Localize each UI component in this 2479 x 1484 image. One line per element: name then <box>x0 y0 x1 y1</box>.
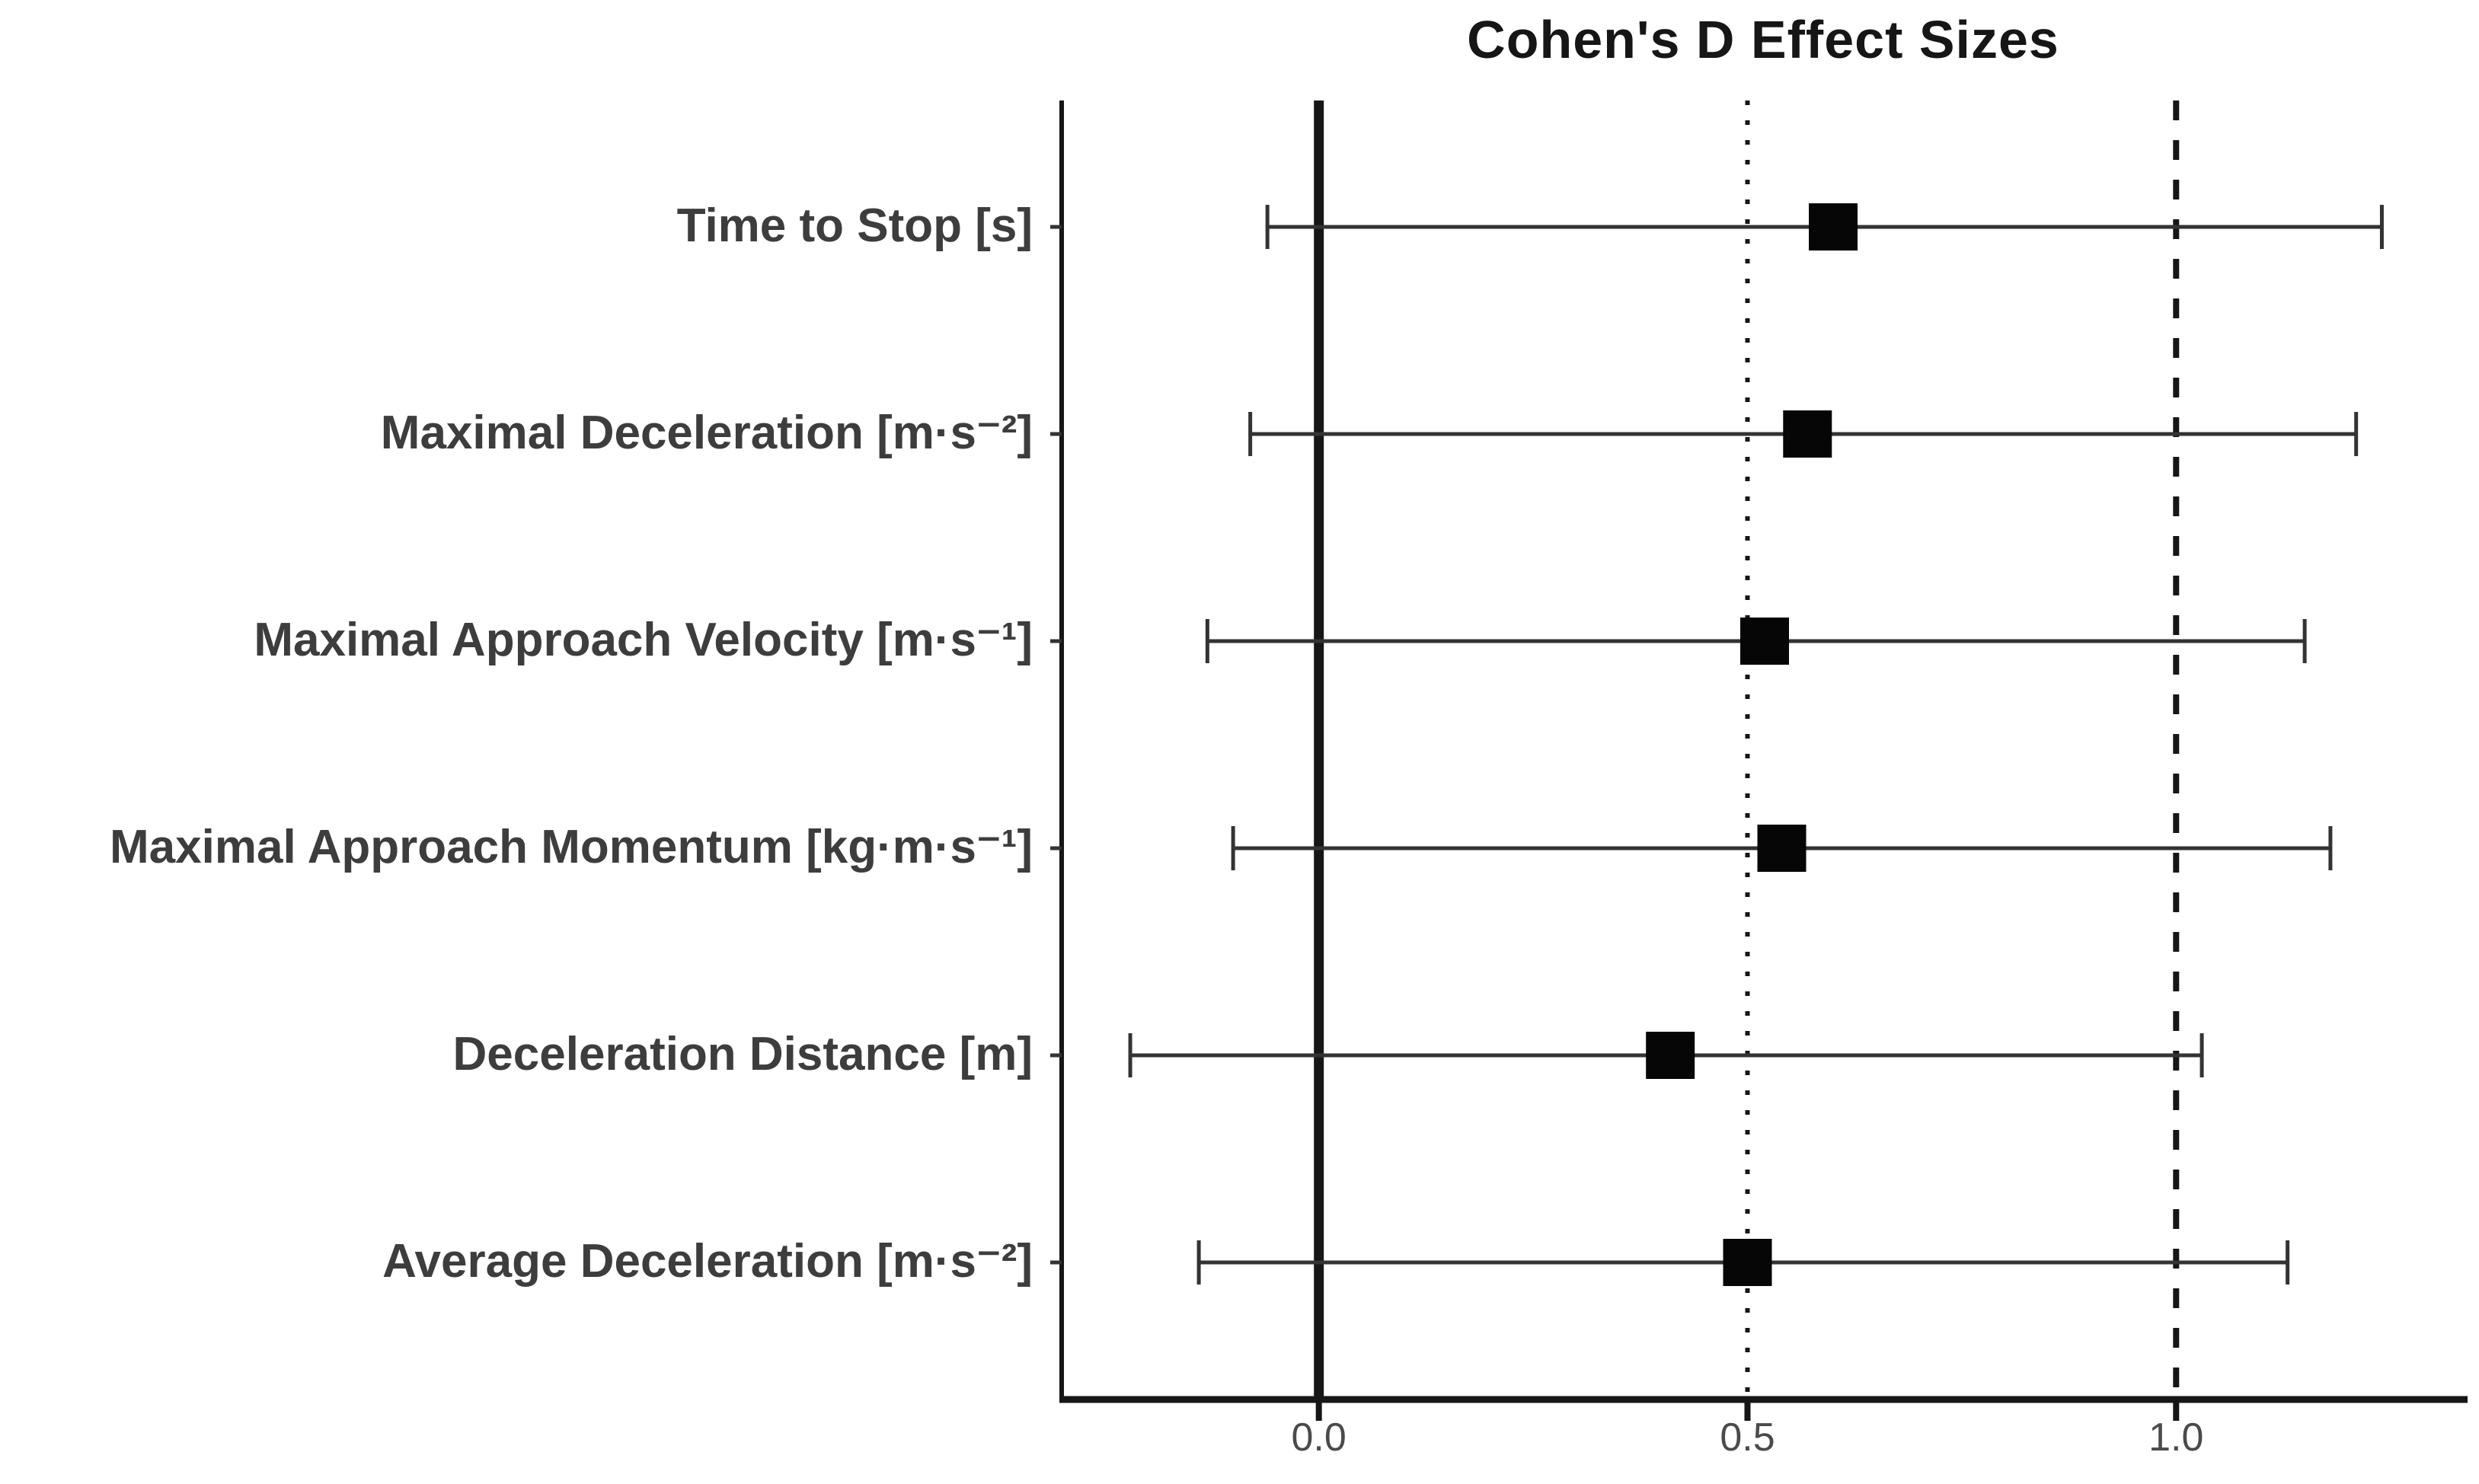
point-marker <box>1809 203 1858 251</box>
category-label: Maximal Approach Momentum [kg·m·s⁻¹] <box>110 820 1033 873</box>
point-marker <box>1783 410 1832 458</box>
x-tick-label: 0.0 <box>1291 1415 1347 1460</box>
x-tick-label: 0.5 <box>1720 1415 1775 1460</box>
point-marker <box>1646 1032 1695 1079</box>
category-label: Maximal Deceleration [m·s⁻²] <box>380 406 1033 459</box>
category-label: Average Deceleration [m·s⁻²] <box>382 1234 1033 1288</box>
point-marker <box>1723 1239 1772 1286</box>
point-marker <box>1740 618 1789 665</box>
category-label: Deceleration Distance [m] <box>452 1027 1033 1080</box>
point-marker <box>1757 825 1807 872</box>
chart-title: Cohen's D Effect Sizes <box>1467 10 2059 69</box>
category-label: Maximal Approach Velocity [m·s⁻¹] <box>254 613 1033 666</box>
category-label: Time to Stop [s] <box>676 199 1033 252</box>
x-tick-label: 1.0 <box>2148 1415 2204 1460</box>
